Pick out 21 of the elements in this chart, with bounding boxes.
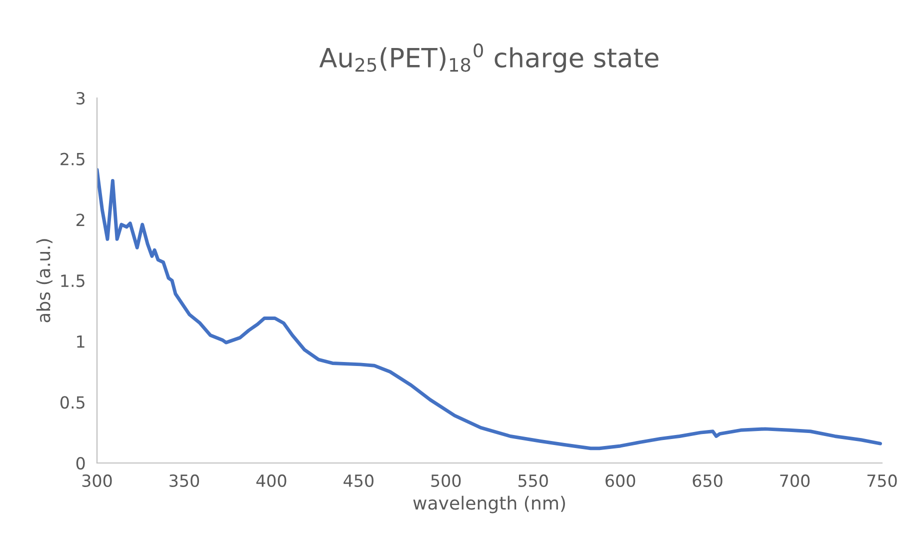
- x-tick-label: 500: [431, 474, 461, 488]
- y-tick-label: 2: [76, 214, 84, 226]
- y-tick-label: 1.5: [61, 274, 84, 288]
- x-tick-label: 350: [170, 474, 200, 488]
- line-series: [97, 168, 882, 450]
- x-tick-label: 750: [867, 474, 897, 488]
- y-tick-label: 2.5: [60, 152, 84, 166]
- x-tick-label: 650: [692, 474, 722, 488]
- x-tick-label: 300: [82, 474, 112, 488]
- y-tick-label: 1: [77, 336, 84, 348]
- x-tick-label: 550: [518, 474, 548, 488]
- x-axis-title: wavelength (nm): [413, 496, 565, 514]
- x-tick-label: 700: [780, 474, 810, 488]
- x-tick-label: 600: [606, 474, 636, 488]
- y-tick-label: 3: [76, 92, 85, 105]
- y-axis-title: abs (a.u.): [36, 239, 52, 322]
- y-tick-label: 0: [76, 456, 85, 470]
- chart-title: Au$_{25}$(PET)$_{18}$$^{0}$ charge state: [319, 43, 658, 73]
- x-tick-label: 450: [344, 474, 374, 488]
- x-tick-label: 400: [256, 474, 286, 488]
- y-tick-label: 0.5: [60, 396, 84, 409]
